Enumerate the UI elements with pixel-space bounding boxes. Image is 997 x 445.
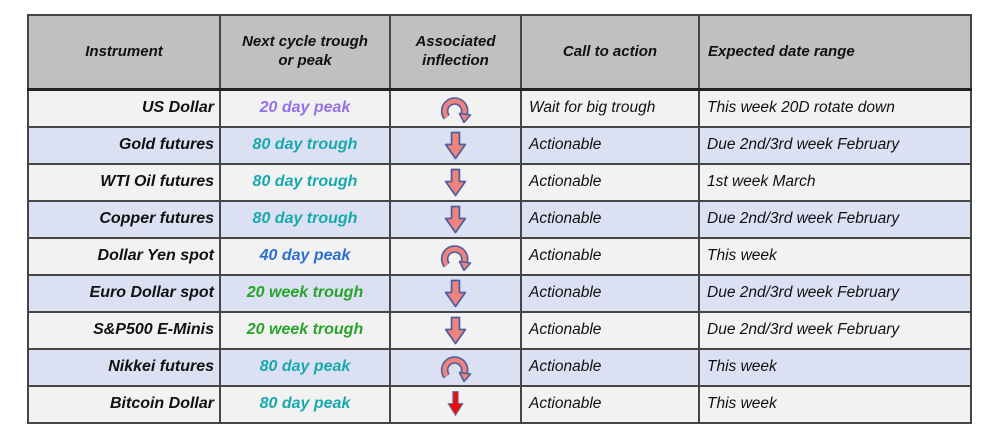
date-range-cell: 1st week March [698,162,972,202]
call-to-action-cell: Actionable [520,273,700,313]
date-range-cell: Due 2nd/3rd week February [698,310,972,350]
cycle-analysis-table: Instrument Next cycle trough or peak Ass… [27,14,972,424]
table-row: S&P500 E-Minis 20 week trough Actionable… [27,310,972,350]
call-to-action-cell: Wait for big trough [520,88,700,128]
arch-down-right-arrow-icon [440,356,471,382]
header-row: Instrument Next cycle trough or peak Ass… [27,14,972,91]
cycle-cell: 80 day peak [219,384,391,424]
date-range-cell: This week [698,384,972,424]
down-arrow-icon [444,131,467,159]
down-arrow-icon [444,205,467,233]
instrument-cell: Euro Dollar spot [27,273,221,313]
table-header: Instrument Next cycle trough or peak Ass… [27,14,972,91]
red-down-arrow-icon [447,391,464,417]
header-instrument: Instrument [27,14,221,91]
instrument-cell: Bitcoin Dollar [27,384,221,424]
table-row: WTI Oil futures 80 day trough Actionable… [27,162,972,202]
instrument-cell: Gold futures [27,125,221,165]
instrument-cell: Nikkei futures [27,347,221,387]
instrument-cell: US Dollar [27,88,221,128]
call-to-action-cell: Actionable [520,310,700,350]
date-range-cell: This week [698,236,972,276]
call-to-action-cell: Actionable [520,384,700,424]
header-associated-inflection: Associated inflection [389,14,522,91]
instrument-cell: Dollar Yen spot [27,236,221,276]
call-to-action-cell: Actionable [520,125,700,165]
table-row: Copper futures 80 day trough Actionable … [27,199,972,239]
inflection-cell [389,88,522,128]
header-call-to-action: Call to action [520,14,700,91]
arch-down-right-arrow-icon [440,245,471,271]
call-to-action-cell: Actionable [520,347,700,387]
cycle-cell: 20 day peak [219,88,391,128]
header-next-cycle: Next cycle trough or peak [219,14,391,91]
header-expected-date-range: Expected date range [698,14,972,91]
date-range-cell: Due 2nd/3rd week February [698,273,972,313]
down-arrow-icon [444,279,467,307]
arch-down-right-arrow-icon [440,97,471,124]
cycle-cell: 20 week trough [219,310,391,350]
call-to-action-cell: Actionable [520,236,700,276]
inflection-cell [389,162,522,202]
cycle-cell: 80 day trough [219,125,391,165]
cycle-cell: 40 day peak [219,236,391,276]
instrument-cell: S&P500 E-Minis [27,310,221,350]
inflection-cell [389,310,522,350]
instrument-cell: WTI Oil futures [27,162,221,202]
call-to-action-cell: Actionable [520,162,700,202]
page: Instrument Next cycle trough or peak Ass… [27,14,972,424]
inflection-cell [389,384,522,424]
inflection-cell [389,347,522,387]
table-row: US Dollar 20 day peak Wait for big troug… [27,88,972,128]
call-to-action-cell: Actionable [520,199,700,239]
table-body: US Dollar 20 day peak Wait for big troug… [27,88,972,424]
down-arrow-icon [444,316,467,344]
date-range-cell: Due 2nd/3rd week February [698,199,972,239]
inflection-cell [389,125,522,165]
cycle-cell: 20 week trough [219,273,391,313]
date-range-cell: This week [698,347,972,387]
down-arrow-icon [444,168,467,196]
cycle-cell: 80 day trough [219,162,391,202]
table-row: Bitcoin Dollar 80 day peak Actionable Th… [27,384,972,424]
table-row: Euro Dollar spot 20 week trough Actionab… [27,273,972,313]
inflection-cell [389,236,522,276]
table-row: Dollar Yen spot 40 day peak Actionable T… [27,236,972,276]
cycle-cell: 80 day peak [219,347,391,387]
table-row: Nikkei futures 80 day peak Actionable Th… [27,347,972,387]
inflection-cell [389,273,522,313]
cycle-cell: 80 day trough [219,199,391,239]
instrument-cell: Copper futures [27,199,221,239]
date-range-cell: Due 2nd/3rd week February [698,125,972,165]
date-range-cell: This week 20D rotate down [698,88,972,128]
table-row: Gold futures 80 day trough Actionable Du… [27,125,972,165]
inflection-cell [389,199,522,239]
